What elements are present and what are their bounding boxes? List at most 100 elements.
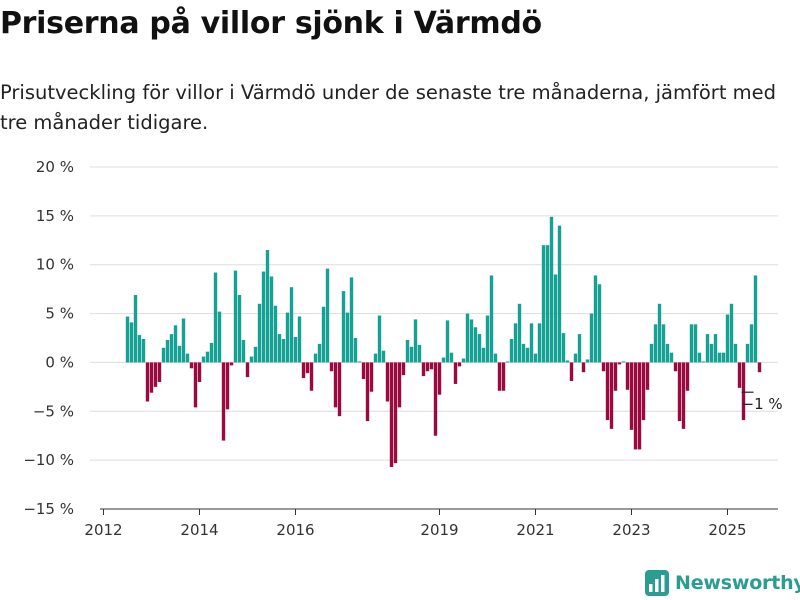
bar: [421, 362, 426, 377]
bar: [741, 362, 746, 421]
bar: [593, 275, 598, 363]
bar: [253, 346, 258, 363]
bar: [129, 322, 134, 363]
bar: [297, 316, 302, 363]
bar: [749, 324, 754, 363]
x-tick-label: 2012: [84, 521, 122, 539]
newsworthy-logo: Newsworthy: [645, 568, 800, 598]
bar: [137, 335, 142, 363]
bar: [413, 319, 418, 363]
bar: [517, 303, 522, 363]
bar: [645, 362, 650, 390]
bar: [177, 345, 182, 363]
bar: [617, 362, 622, 365]
bar: [525, 347, 530, 363]
bars: [125, 216, 762, 467]
bar: [697, 352, 702, 363]
bar: [153, 362, 158, 387]
bar: [189, 362, 194, 369]
bar: [373, 353, 378, 363]
bar: [621, 361, 626, 363]
bar: [325, 268, 330, 363]
bar: [217, 311, 222, 363]
bar: [585, 359, 590, 363]
bar: [241, 339, 246, 363]
x-tick-label: 2016: [276, 521, 314, 539]
bar: [345, 312, 350, 363]
bar: [497, 362, 502, 391]
bar: [393, 362, 398, 464]
y-axis-labels: 20 % 15 % 10 % 5 % 0 % −5 % −10 % −15 %: [23, 158, 74, 518]
logo-text: Newsworthy: [675, 572, 800, 594]
bar: [469, 319, 474, 363]
bar: [681, 362, 686, 429]
bar: [717, 352, 722, 363]
bar: [753, 275, 758, 363]
y-tick-label: −15 %: [23, 500, 74, 518]
bar: [401, 362, 406, 376]
bar: [273, 305, 278, 363]
bar: [213, 272, 218, 363]
bar: [349, 277, 354, 363]
bar: [581, 362, 586, 373]
bar: [549, 216, 554, 363]
bar: [505, 361, 510, 363]
bar: [209, 342, 214, 363]
bar: [205, 351, 210, 363]
bar: [693, 324, 698, 363]
bar: [565, 360, 570, 363]
bar: [433, 362, 438, 436]
bar: [709, 343, 714, 363]
bar: [361, 362, 366, 380]
bar: [733, 343, 738, 363]
annotation: −1 %: [741, 391, 783, 413]
bar: [201, 356, 206, 363]
bar: [333, 362, 338, 408]
bar: [545, 245, 550, 363]
bar: [149, 362, 154, 393]
bar: [249, 356, 254, 363]
bar: [541, 245, 546, 363]
y-tick-label: 5 %: [45, 305, 74, 323]
bar: [601, 362, 606, 372]
y-tick-label: 20 %: [36, 158, 74, 176]
bar: [269, 276, 274, 363]
bar: [169, 334, 174, 363]
bar: [309, 362, 314, 391]
x-axis: 2012 2014 2016 2019 2021 2023 2025: [84, 508, 778, 539]
bar: [245, 362, 250, 378]
bar: [193, 362, 198, 408]
bar: [141, 338, 146, 363]
y-tick-label: 0 %: [45, 353, 74, 371]
bar: [729, 303, 734, 363]
bar: [641, 362, 646, 421]
bar: [257, 303, 262, 363]
bar: [125, 316, 130, 363]
y-tick-label: −10 %: [23, 451, 74, 469]
bar: [661, 324, 666, 363]
bar: [277, 334, 282, 363]
bar: [365, 362, 370, 422]
bar: [453, 362, 458, 384]
bar: [561, 333, 566, 363]
x-tick-label: 2019: [420, 521, 458, 539]
bar: [313, 353, 318, 363]
bar: [221, 362, 226, 441]
bar: [689, 324, 694, 363]
bar: [745, 343, 750, 363]
bar: [573, 353, 578, 363]
bar: [685, 362, 690, 391]
bar: [197, 362, 202, 382]
y-tick-label: −5 %: [33, 402, 74, 420]
bar: [577, 334, 582, 363]
bar: [385, 362, 390, 402]
x-tick-label: 2014: [180, 521, 218, 539]
bar: [457, 362, 462, 367]
bar: [669, 352, 674, 363]
x-tick-label: 2025: [708, 521, 746, 539]
bar: [321, 306, 326, 363]
bar: [237, 295, 242, 363]
bar: [677, 362, 682, 422]
bar: [509, 338, 514, 363]
